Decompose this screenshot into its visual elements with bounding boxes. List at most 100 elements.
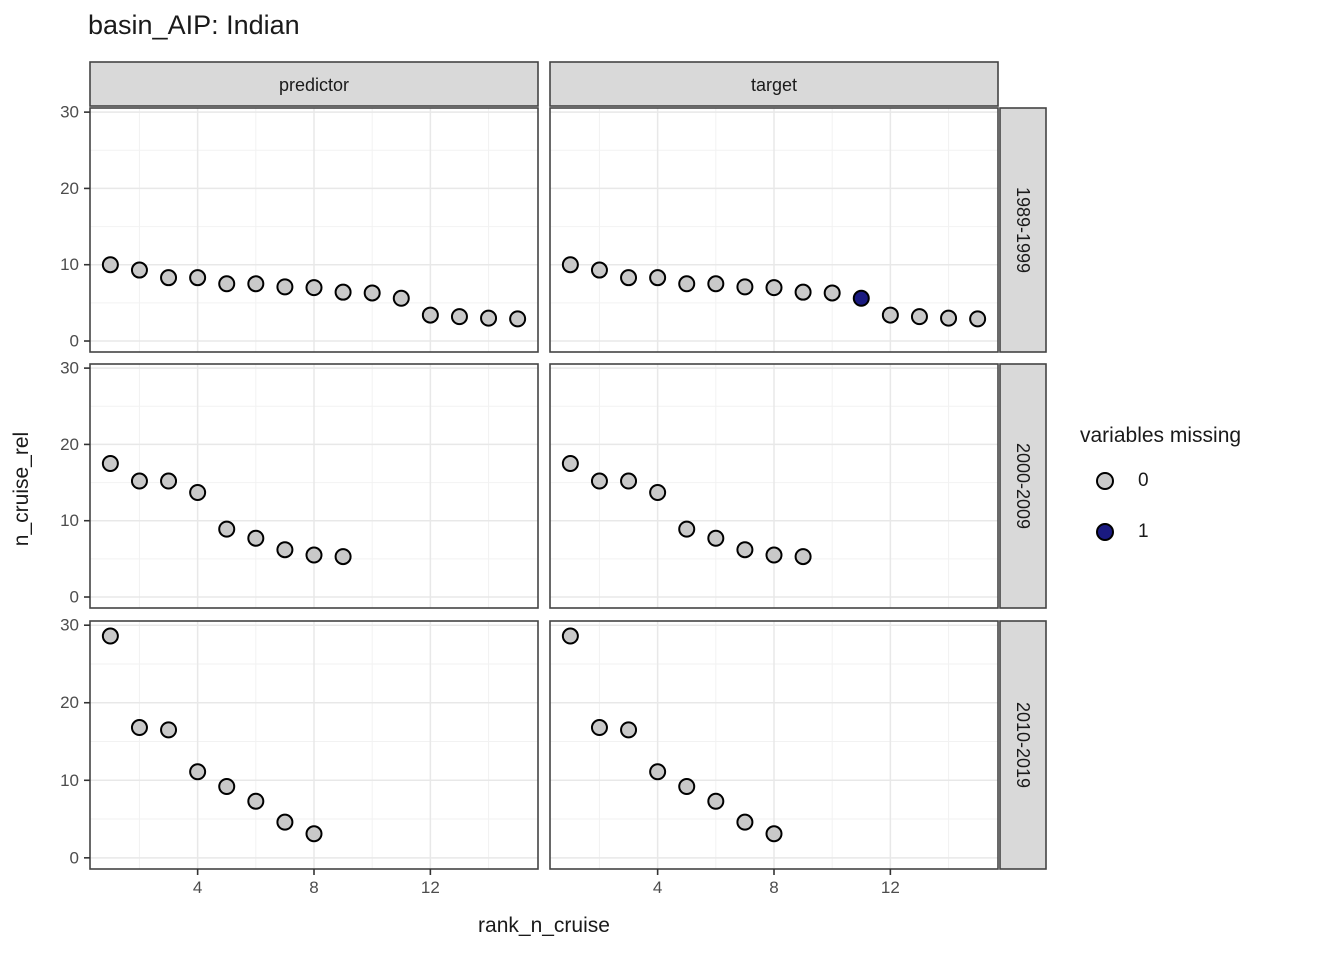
panel-target-1989-1999 xyxy=(549,107,999,353)
data-point xyxy=(620,269,638,287)
facet-row-label: 1989-1999 xyxy=(1013,187,1033,273)
data-point xyxy=(276,278,294,296)
data-point xyxy=(189,763,207,781)
data-point xyxy=(736,813,754,831)
data-point xyxy=(160,269,178,287)
data-point xyxy=(794,548,812,566)
panel-border xyxy=(89,107,539,353)
data-point xyxy=(101,454,119,472)
facet-col-label: target xyxy=(751,75,797,95)
data-point xyxy=(590,472,608,490)
panel-border xyxy=(89,363,539,609)
y-tick-label: 20 xyxy=(60,179,79,198)
data-point xyxy=(736,278,754,296)
data-point xyxy=(940,309,958,327)
data-point xyxy=(130,719,148,737)
x-tick-label: 8 xyxy=(769,878,778,897)
legend-item-label: 1 xyxy=(1138,521,1149,542)
legend-title: variables missing xyxy=(1080,424,1242,447)
legend-key-circle-1-icon xyxy=(1096,523,1114,541)
facet-row-strip-1989-1999 xyxy=(999,107,1047,353)
data-point xyxy=(561,256,579,274)
data-point xyxy=(130,261,148,279)
facet-row-label: 2010-2019 xyxy=(1013,702,1033,788)
data-point xyxy=(450,308,468,326)
data-point xyxy=(678,520,696,538)
x-tick-label: 4 xyxy=(653,878,662,897)
x-tick-label: 4 xyxy=(193,878,202,897)
legend: variables missing 0 1 xyxy=(1080,424,1340,572)
data-point xyxy=(130,472,148,490)
facet-col-strip-target xyxy=(549,61,999,107)
data-point xyxy=(707,792,725,810)
data-point xyxy=(247,275,265,293)
data-point xyxy=(649,763,667,781)
legend-item-0: 0 xyxy=(1096,470,1340,492)
data-point xyxy=(305,546,323,564)
data-point xyxy=(218,520,236,538)
data-point xyxy=(707,529,725,547)
y-tick-label: 20 xyxy=(60,693,79,712)
data-point xyxy=(765,546,783,564)
y-tick-label: 30 xyxy=(60,616,79,635)
data-point xyxy=(765,279,783,297)
data-point xyxy=(969,310,987,328)
data-point xyxy=(480,309,498,327)
y-axis-title: n_cruise_rel xyxy=(10,431,33,547)
y-tick-label: 10 xyxy=(60,255,79,274)
y-tick-label: 10 xyxy=(60,771,79,790)
data-point xyxy=(561,627,579,645)
panel-target-2000-2009 xyxy=(549,363,999,609)
y-tick-label: 20 xyxy=(60,435,79,454)
y-tick-label: 30 xyxy=(60,359,79,378)
data-point xyxy=(678,777,696,795)
data-point xyxy=(160,721,178,739)
legend-item-1: 1 xyxy=(1096,521,1340,543)
facet-row-label: 2000-2009 xyxy=(1013,443,1033,529)
data-point xyxy=(189,483,207,501)
panel-border xyxy=(549,107,999,353)
data-point xyxy=(881,306,899,324)
data-point xyxy=(509,310,527,328)
panel-predictor-1989-1999 xyxy=(89,107,539,353)
facet-row-strip-2010-2019 xyxy=(999,620,1047,870)
panel-target-2010-2019 xyxy=(549,620,999,870)
data-point xyxy=(620,472,638,490)
facet-col-strip-predictor xyxy=(89,61,539,107)
data-point xyxy=(649,269,667,287)
y-tick-label: 10 xyxy=(60,511,79,530)
y-tick-label: 30 xyxy=(60,103,79,122)
data-point xyxy=(305,279,323,297)
data-point xyxy=(101,627,119,645)
x-tick-label: 8 xyxy=(309,878,318,897)
facet-col-label: predictor xyxy=(279,75,349,95)
data-point xyxy=(561,454,579,472)
data-point xyxy=(823,284,841,302)
data-point xyxy=(189,269,207,287)
data-point xyxy=(334,283,352,301)
data-point xyxy=(305,825,323,843)
data-point xyxy=(247,792,265,810)
panel-border xyxy=(549,363,999,609)
data-point xyxy=(218,275,236,293)
y-tick-label: 0 xyxy=(70,588,79,607)
data-point xyxy=(363,284,381,302)
y-tick-label: 0 xyxy=(70,332,79,351)
data-point xyxy=(101,256,119,274)
plot-title: basin_AIP: Indian xyxy=(88,10,300,40)
x-tick-label: 12 xyxy=(881,878,900,897)
data-point xyxy=(649,483,667,501)
data-point xyxy=(392,289,410,307)
data-point xyxy=(247,529,265,547)
data-point xyxy=(765,825,783,843)
x-tick-label: 12 xyxy=(421,878,440,897)
data-point xyxy=(678,275,696,293)
data-point xyxy=(276,541,294,559)
y-tick-label: 0 xyxy=(70,848,79,867)
panel-predictor-2000-2009 xyxy=(89,363,539,609)
data-point xyxy=(794,283,812,301)
data-point xyxy=(590,719,608,737)
legend-item-label: 0 xyxy=(1138,470,1149,491)
